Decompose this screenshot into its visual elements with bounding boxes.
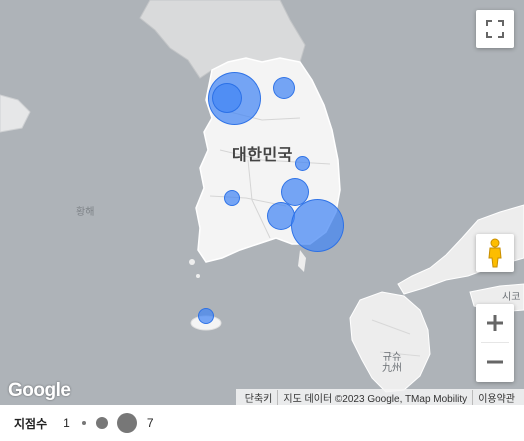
fullscreen-button[interactable]: [476, 10, 514, 48]
minus-icon: [487, 360, 503, 364]
country-label: 대한민국: [232, 147, 293, 164]
map-canvas[interactable]: 대한민국 황해 시코 규슈 九州 Google 단축키 지도 데이터 ©2: [0, 0, 524, 405]
zoom-in-button[interactable]: [476, 304, 514, 342]
bubble-busan[interactable]: [291, 199, 344, 252]
pegman-icon: [488, 238, 502, 268]
zoom-separator: [481, 342, 509, 343]
keyboard-shortcuts-link[interactable]: 단축키: [244, 393, 273, 405]
map-attribution: 단축키 지도 데이터 ©2023 Google, TMap Mobility 이…: [235, 389, 524, 405]
legend-dot-large: [116, 413, 137, 433]
legend-dot-small: [81, 421, 86, 425]
google-logo[interactable]: Google: [8, 380, 71, 401]
bubble-seoul-inner[interactable]: [212, 83, 242, 113]
legend-max-label: 7: [146, 416, 154, 430]
fullscreen-icon: [486, 20, 504, 38]
street-view-pegman-button[interactable]: [476, 234, 514, 272]
japan-label-kyushu: 규슈 九州: [382, 352, 402, 374]
legend-title: 지점수: [14, 416, 48, 431]
bubble-gangwon[interactable]: [273, 77, 295, 99]
plus-icon: [487, 315, 503, 331]
size-legend: 지점수 1 7: [0, 405, 524, 441]
bubble-daegu[interactable]: [281, 178, 309, 206]
bubble-gyeongbuk-small[interactable]: [295, 156, 310, 171]
legend-min-label: 1: [63, 416, 70, 430]
bubble-jeonbuk[interactable]: [224, 190, 240, 206]
sea-label: 황해: [76, 207, 95, 218]
zoom-out-button[interactable]: [476, 343, 514, 381]
zoom-control: [476, 304, 514, 382]
japan-label-shikoku: 시코: [502, 292, 521, 303]
map-data-text: 지도 데이터 ©2023 Google, TMap Mobility: [277, 389, 472, 405]
terms-link[interactable]: 이용약관: [472, 389, 520, 405]
bubble-jeju[interactable]: [198, 308, 214, 324]
legend-dot-medium: [95, 417, 108, 429]
